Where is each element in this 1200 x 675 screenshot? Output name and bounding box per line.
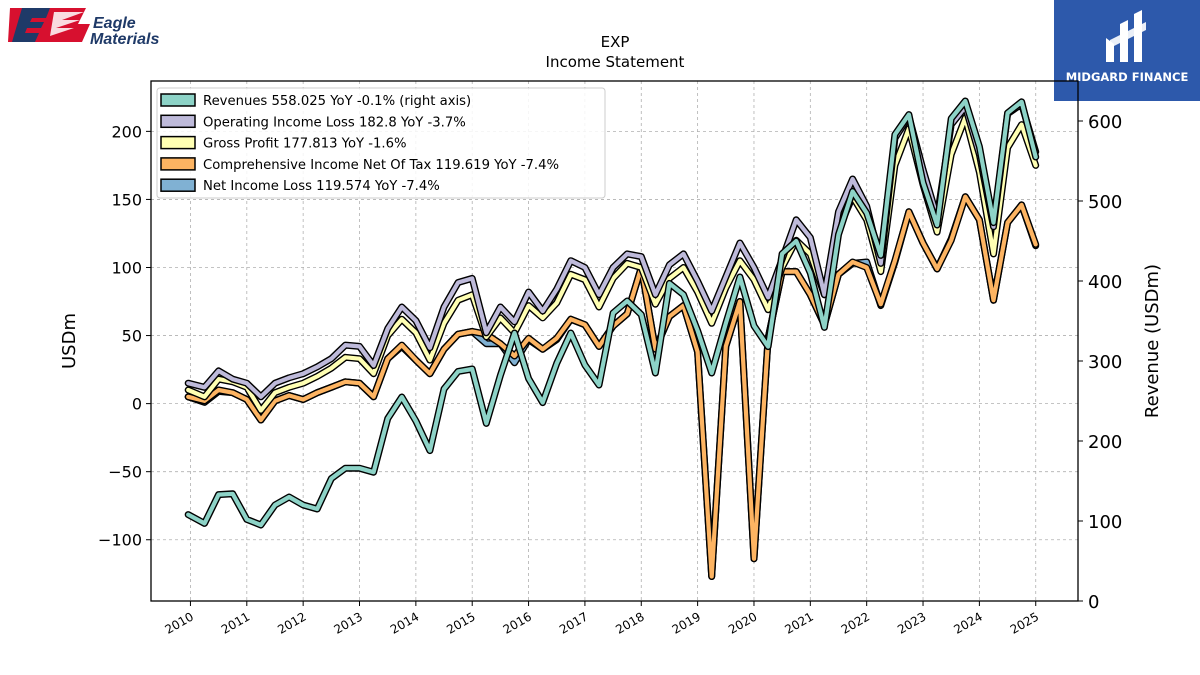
y-right-tick-label: 500 [1088,192,1122,213]
x-tick-label: 2023 [895,609,928,636]
legend: Revenues 558.025 YoY -0.1% (right axis) O… [156,87,606,199]
x-tick-label: 2014 [388,609,421,636]
series-line-comprehensive-income-net-of-tax [186,194,1038,579]
x-tick-label: 2012 [275,609,308,636]
y-right-tick-label: 300 [1088,352,1122,373]
legend-label-operating-income-loss: Operating Income Loss 182.8 YoY -3.7% [203,115,466,130]
y-axis-left-label: USDm [59,313,80,369]
chart-subtitle: Income Statement [546,53,685,71]
series-layer [184,97,1040,580]
eagle-materials-logo: Eagle Materials [4,4,174,48]
series-line-revenues [186,98,1038,528]
midgard-finance-logo: MIDGARD FINANCE [1054,0,1200,101]
y-right-tick-label: 400 [1088,272,1122,293]
x-tick-label: 2015 [444,609,477,636]
x-tick-label: 2025 [1008,609,1041,636]
series-comprehensive-income-net-of-tax [184,193,1040,580]
y-axis-right-label: Revenue (USDm) [1142,264,1163,418]
legend-swatch-comprehensive-income-net-of-tax [160,157,196,171]
y-right-tick-label: 100 [1088,512,1122,533]
y-right-tick-label: 0 [1088,592,1099,613]
x-tick-label: 2018 [613,609,646,636]
x-tick-label: 2013 [332,609,365,636]
chart-title: EXP [601,33,630,51]
y-left-tick-label: 150 [111,190,142,209]
y-left-tick-label: −50 [108,463,142,482]
midgard-finance-wordmark: MIDGARD FINANCE [1065,70,1189,84]
y-left-tick-label: 200 [111,122,142,141]
eagle-logo-line1: Eagle [93,15,136,32]
legend-label-comprehensive-income-net-of-tax: Comprehensive Income Net Of Tax 119.619 … [203,158,559,173]
x-tick-label: 2024 [951,609,984,636]
x-tick-label: 2019 [670,609,703,636]
x-tick-label: 2010 [162,609,195,636]
y-left-tick-label: 50 [122,327,142,346]
series-outline-net-income-loss [184,193,1040,580]
x-tick-label: 2017 [557,609,590,636]
series-line-net-income-loss [186,194,1038,579]
x-tick-label: 2016 [501,609,534,636]
plot-frame [150,80,1079,602]
legend-label-revenues: Revenues 558.025 YoY -0.1% (right axis) [203,94,471,109]
legend-box [156,87,606,199]
x-tick-label: 2022 [839,609,872,636]
legend-swatch-operating-income-loss [160,114,196,129]
legend-swatch-gross-profit [160,135,196,150]
legend-label-net-income-loss: Net Income Loss 119.574 YoY -7.4% [203,179,440,194]
legend-swatch-revenues [160,93,196,107]
legend-label-gross-profit: Gross Profit 177.813 YoY -1.6% [203,137,407,152]
legend-swatch-net-income-loss [160,178,196,192]
y-left-tick-label: −100 [98,531,142,550]
eagle-logo-navy-mark [12,8,50,42]
series-net-income-loss [184,193,1040,580]
x-tick-label: 2020 [726,609,759,636]
x-tick-label: 2021 [782,609,815,636]
midgard-mark-icon [1106,10,1146,62]
eagle-logo-white-wing [50,12,84,36]
eagle-logo-line2: Materials [90,31,159,48]
y-left-tick-label: 100 [111,258,142,277]
y-left-tick-label: 0 [132,395,142,414]
series-revenues [184,97,1040,529]
y-right-tick-label: 600 [1088,112,1122,133]
series-outline-comprehensive-income-net-of-tax [184,193,1040,580]
y-right-tick-label: 200 [1088,432,1122,453]
x-tick-label: 2011 [219,609,252,636]
